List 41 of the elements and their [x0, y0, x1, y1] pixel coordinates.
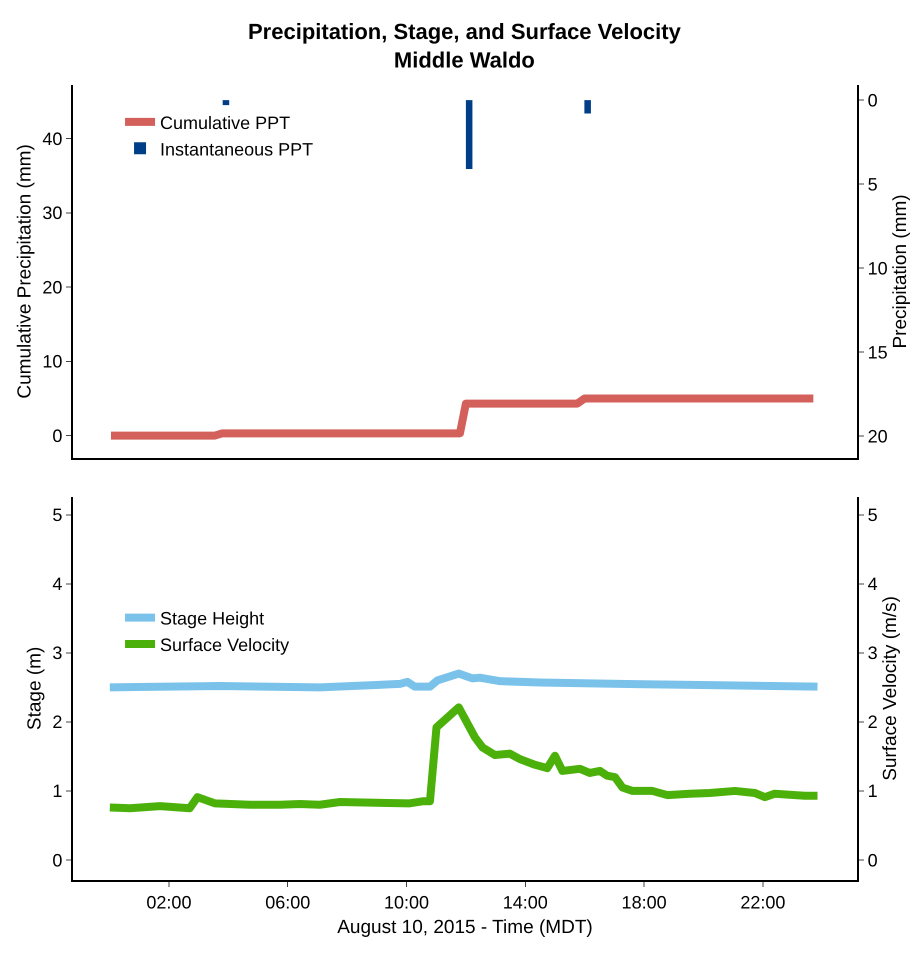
bar	[466, 100, 472, 169]
y-tick-label: 30	[42, 203, 62, 224]
bar	[222, 100, 230, 106]
y2-tick-label: 0	[868, 850, 878, 870]
y-tick-label: 40	[42, 128, 62, 149]
y-tick-label: 0	[52, 426, 62, 446]
y2-tick-label: 0	[868, 90, 878, 110]
y-tick-label: 10	[42, 352, 62, 372]
x-tick-label: 18:00	[622, 892, 667, 913]
y2-tick-label: 5	[868, 174, 878, 194]
x-tick-label: 14:00	[502, 892, 548, 913]
legend-label: Surface Velocity	[160, 635, 290, 656]
x-tick-label: 06:00	[265, 892, 310, 913]
bar	[584, 100, 591, 114]
y2-tick-label: 10	[868, 258, 888, 278]
x-tick-label: 22:00	[740, 892, 786, 913]
legend-label: Cumulative PPT	[160, 112, 290, 133]
y-tick-label: 1	[52, 781, 62, 802]
y-tick-label: 2	[52, 712, 62, 732]
y2-tick-label: 20	[868, 426, 888, 446]
x-tick-label: 02:00	[146, 892, 192, 913]
x-axis-title: August 10, 2015 - Time (MDT)	[337, 916, 593, 938]
legend-label: Stage Height	[160, 608, 264, 629]
y2-axis-title: Precipitation (mm)	[890, 194, 911, 349]
y2-tick-label: 15	[868, 342, 888, 362]
y2-axis-title: Surface Velocity (m/s)	[880, 596, 901, 781]
y-tick-label: 0	[52, 850, 62, 870]
y-tick-label: 20	[42, 277, 62, 298]
y-tick-label: 4	[52, 574, 62, 594]
chart-title: Precipitation, Stage, and Surface Velocity Middle Waldo	[248, 19, 682, 73]
y-tick-label: 5	[52, 505, 62, 526]
y2-tick-label: 4	[868, 574, 878, 594]
x-tick-label: 10:00	[384, 892, 430, 913]
y-axis-title: Cumulative Precipitation (mm)	[14, 144, 36, 399]
y2-tick-label: 2	[868, 712, 878, 732]
y2-tick-label: 5	[868, 505, 878, 526]
y2-tick-label: 3	[868, 643, 878, 664]
y-tick-label: 3	[52, 643, 62, 664]
y-axis-title: Stage (m)	[24, 646, 46, 730]
legend-label: Instantaneous PPT	[160, 139, 314, 160]
y2-tick-label: 1	[868, 781, 878, 802]
